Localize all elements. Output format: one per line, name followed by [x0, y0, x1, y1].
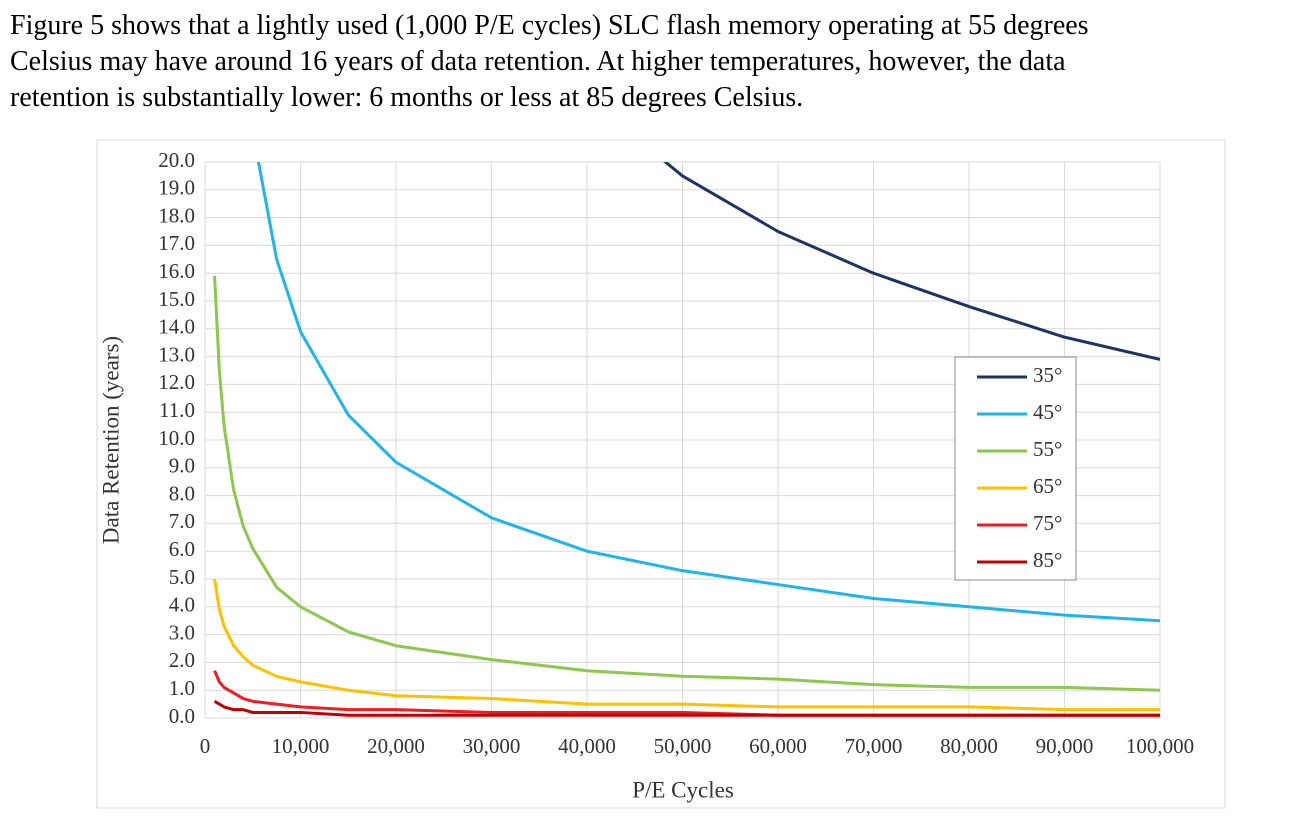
- y-tick-label: 16.0: [158, 259, 195, 283]
- legend-label: 45°: [1033, 400, 1062, 424]
- legend-label: 85°: [1033, 548, 1062, 572]
- plot-area: [213, 162, 1160, 717]
- y-tick-label: 0.0: [169, 704, 195, 728]
- x-tick-label: 40,000: [558, 734, 616, 758]
- series-line: [213, 275, 1160, 692]
- y-tick-label: 12.0: [158, 370, 195, 394]
- series-line: [213, 700, 1160, 717]
- paragraph: Figure 5 shows that a lightly used (1,00…: [10, 8, 1089, 116]
- x-tick-label: 90,000: [1036, 734, 1094, 758]
- y-tick-label: 9.0: [169, 454, 195, 478]
- paragraph-line: Celsius may have around 16 years of data…: [10, 46, 1066, 77]
- y-axis-label: Data Retention (years): [98, 336, 123, 544]
- x-tick-label: 100,000: [1126, 734, 1194, 758]
- x-tick-label: 50,000: [654, 734, 712, 758]
- y-tick-label: 7.0: [169, 509, 195, 533]
- y-tick-label: 17.0: [158, 231, 195, 255]
- y-tick-label: 15.0: [158, 287, 195, 311]
- legend-label: 55°: [1033, 437, 1062, 461]
- x-tick-label: 80,000: [940, 734, 998, 758]
- legend-label: 75°: [1033, 511, 1062, 535]
- x-tick-label: 70,000: [845, 734, 903, 758]
- x-axis-label: P/E Cycles: [632, 777, 734, 802]
- y-tick-label: 13.0: [158, 342, 195, 366]
- y-tick-label: 1.0: [169, 676, 195, 700]
- y-tick-label: 2.0: [169, 648, 195, 672]
- x-tick-label: 0: [200, 734, 211, 758]
- y-tick-label: 19.0: [158, 176, 195, 200]
- y-tick-label: 20.0: [158, 148, 195, 172]
- y-tick-label: 10.0: [158, 426, 195, 450]
- paragraph-line: Figure 5 shows that a lightly used (1,00…: [10, 10, 1089, 41]
- y-tick-label: 4.0: [169, 593, 195, 617]
- x-tick-label: 20,000: [367, 734, 425, 758]
- y-tick-label: 14.0: [158, 315, 195, 339]
- y-tick-label: 18.0: [158, 203, 195, 227]
- x-tick-label: 10,000: [272, 734, 330, 758]
- legend-label: 35°: [1033, 363, 1062, 387]
- paragraph-line: retention is substantially lower: 6 mont…: [10, 82, 804, 113]
- y-tick-label: 11.0: [159, 398, 195, 422]
- y-tick-label: 3.0: [169, 620, 195, 644]
- legend-label: 65°: [1033, 474, 1062, 498]
- x-tick-label: 60,000: [749, 734, 807, 758]
- series-line: [663, 162, 1160, 361]
- x-tick-label: 30,000: [463, 734, 521, 758]
- y-tick-label: 8.0: [169, 481, 195, 505]
- legend-box: [954, 356, 1077, 581]
- y-tick-label: 5.0: [169, 565, 195, 589]
- y-tick-label: 6.0: [169, 537, 195, 561]
- series-line: [256, 162, 1160, 623]
- series-line: [213, 578, 1160, 712]
